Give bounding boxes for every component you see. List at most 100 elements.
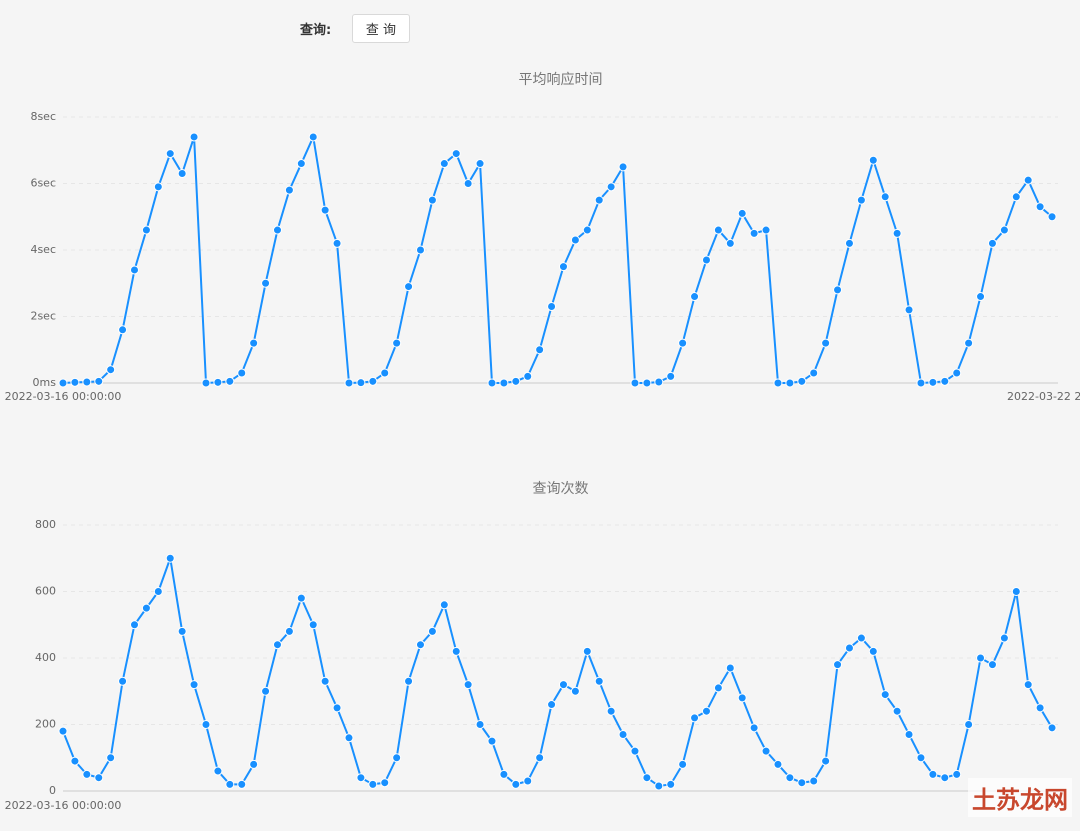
data-point bbox=[570, 686, 580, 696]
y-tick-label: 400 bbox=[35, 651, 56, 664]
data-point bbox=[821, 756, 831, 766]
data-point bbox=[1047, 723, 1057, 733]
data-point bbox=[463, 680, 473, 690]
data-point bbox=[535, 345, 545, 355]
data-point bbox=[880, 690, 890, 700]
data-point bbox=[761, 225, 771, 235]
data-point bbox=[225, 779, 235, 789]
data-point bbox=[797, 778, 807, 788]
data-point bbox=[272, 640, 282, 650]
data-point bbox=[976, 653, 986, 663]
data-point bbox=[535, 753, 545, 763]
data-point bbox=[284, 626, 294, 636]
data-point bbox=[427, 626, 437, 636]
data-point bbox=[475, 720, 485, 729]
data-point bbox=[272, 225, 282, 235]
data-point bbox=[404, 676, 414, 686]
data-point bbox=[654, 781, 664, 791]
data-point bbox=[511, 779, 521, 789]
data-point bbox=[129, 265, 139, 275]
data-point bbox=[213, 766, 223, 776]
data-point bbox=[106, 753, 116, 763]
data-point bbox=[547, 700, 557, 710]
data-point bbox=[523, 776, 533, 786]
data-point bbox=[415, 640, 425, 650]
data-point bbox=[928, 377, 938, 387]
data-point bbox=[964, 720, 974, 729]
data-point bbox=[177, 169, 187, 179]
data-point bbox=[892, 706, 902, 716]
data-point bbox=[201, 378, 211, 388]
data-point bbox=[761, 746, 771, 756]
data-point bbox=[213, 377, 223, 387]
data-point bbox=[940, 376, 950, 386]
y-tick-label: 800 bbox=[35, 518, 56, 531]
watermark: 土苏龙网 bbox=[968, 778, 1072, 817]
query-button[interactable]: 查 询 bbox=[352, 14, 410, 43]
data-point bbox=[666, 371, 676, 381]
data-point bbox=[606, 182, 616, 192]
data-point bbox=[189, 680, 199, 690]
data-point bbox=[809, 776, 819, 786]
data-point bbox=[499, 378, 509, 388]
y-tick-label: 200 bbox=[35, 718, 56, 731]
data-point bbox=[558, 262, 568, 272]
data-point bbox=[856, 633, 866, 643]
data-point bbox=[94, 376, 104, 386]
data-point bbox=[368, 376, 378, 386]
data-point bbox=[976, 292, 986, 302]
data-point bbox=[1011, 587, 1021, 596]
data-point bbox=[487, 378, 497, 388]
data-point bbox=[439, 159, 449, 169]
data-point bbox=[844, 643, 854, 653]
data-point bbox=[284, 185, 294, 195]
data-point bbox=[737, 208, 747, 218]
data-point bbox=[368, 779, 378, 789]
y-tick-label: 8sec bbox=[30, 110, 56, 123]
data-point bbox=[749, 228, 759, 238]
data-point bbox=[82, 377, 92, 387]
data-point bbox=[106, 365, 116, 375]
data-point bbox=[964, 338, 974, 348]
data-point bbox=[725, 663, 735, 673]
x-tick-label: 2022-03-16 00:00:00 bbox=[5, 390, 122, 403]
data-point bbox=[165, 553, 175, 563]
data-point bbox=[737, 693, 747, 703]
data-point bbox=[868, 646, 878, 656]
data-point bbox=[999, 633, 1009, 643]
data-point bbox=[618, 729, 628, 739]
data-point bbox=[129, 620, 139, 630]
data-point bbox=[344, 378, 354, 388]
data-point bbox=[654, 377, 664, 387]
data-point bbox=[380, 368, 390, 378]
y-tick-label: 0 bbox=[49, 784, 56, 797]
data-point bbox=[523, 371, 533, 381]
data-point bbox=[356, 378, 366, 388]
data-point bbox=[785, 378, 795, 388]
data-point bbox=[118, 676, 128, 686]
chart-title: 查询次数 bbox=[533, 481, 589, 497]
data-point bbox=[141, 225, 151, 235]
data-point bbox=[249, 759, 259, 769]
data-point bbox=[904, 729, 914, 739]
data-point bbox=[118, 325, 128, 335]
data-point bbox=[594, 676, 604, 686]
data-point bbox=[249, 338, 259, 348]
data-point bbox=[1023, 175, 1033, 185]
data-point bbox=[153, 587, 163, 596]
data-point bbox=[725, 238, 735, 248]
data-point bbox=[821, 338, 831, 348]
data-point bbox=[1023, 680, 1033, 690]
data-point bbox=[868, 155, 878, 165]
data-point bbox=[713, 683, 723, 693]
data-point bbox=[296, 593, 306, 603]
data-point bbox=[141, 603, 151, 613]
data-point bbox=[809, 368, 819, 378]
data-point bbox=[1035, 202, 1045, 212]
chart-title: 平均响应时间 bbox=[519, 71, 603, 88]
data-point bbox=[987, 660, 997, 670]
data-point bbox=[880, 192, 890, 202]
data-point bbox=[70, 756, 80, 766]
